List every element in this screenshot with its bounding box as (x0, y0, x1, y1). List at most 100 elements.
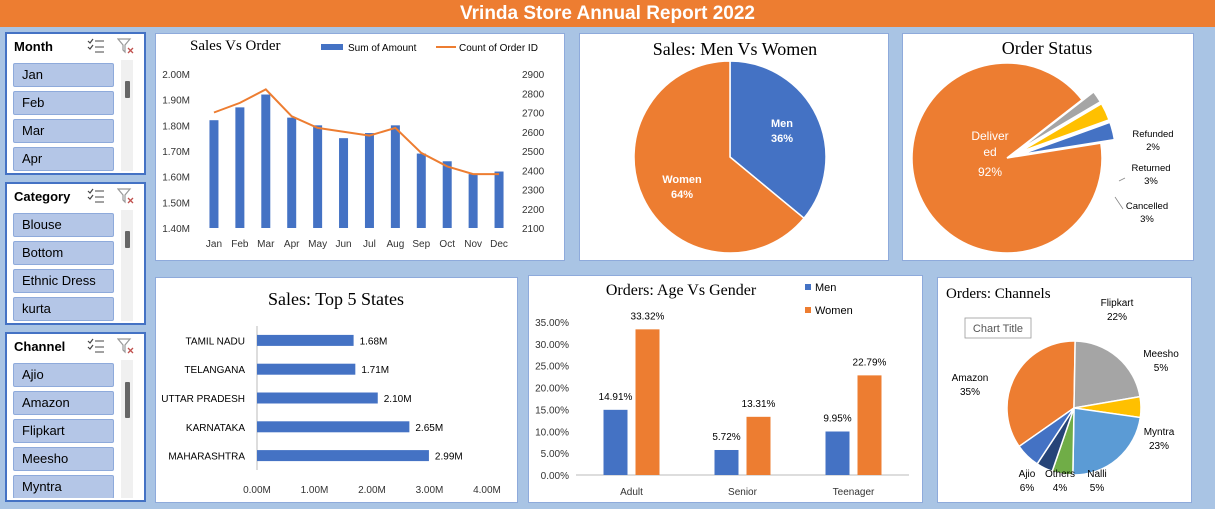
bar-amount-mar (261, 94, 271, 229)
y-left-tick-label: 1.40M (162, 224, 190, 235)
line-order-count (213, 88, 500, 176)
slice-name-label: Men (771, 118, 793, 130)
slice-value-label: 35% (960, 387, 980, 398)
y-left-tick-label: 1.70M (162, 147, 190, 158)
y-left-tick-label: 1.90M (162, 96, 190, 107)
pie-slice-delivered (911, 62, 1103, 254)
data-label: 1.68M (360, 336, 388, 347)
x-tick-label: Mar (257, 239, 275, 250)
y-right-tick-label: 2400 (522, 166, 545, 177)
chart-title: Sales: Men Vs Women (653, 39, 817, 59)
slicer-scrollbar-track[interactable] (121, 210, 133, 321)
slicer-item-blouse[interactable]: Blouse (13, 213, 114, 237)
legend-label-amount: Sum of Amount (348, 43, 417, 54)
slicer-item-list: Jan Feb Mar Apr (7, 60, 144, 171)
data-label: 1.71M (361, 365, 389, 376)
slicer-item-ethnic-dress[interactable]: Ethnic Dress (13, 269, 114, 293)
x-tick-label: Aug (386, 239, 404, 250)
y-tick-label: 5.00% (541, 449, 569, 460)
slicer-header: Category (7, 184, 144, 210)
age-vs-gender-chart: Orders: Age Vs Gender Men Women 0.00% 5.00% 1… (535, 282, 909, 498)
slicer-item-myntra[interactable]: Myntra (13, 475, 114, 498)
chart-title: Order Status (1002, 38, 1092, 58)
x-tick-label: 1.00M (301, 485, 329, 496)
pie-slice-ajio (1018, 407, 1075, 465)
clear-filter-icon[interactable] (117, 38, 135, 54)
legend-swatch-women (805, 307, 811, 313)
slice-name-label: Ajio (1019, 469, 1036, 480)
chart-title: Orders: Channels (946, 286, 1051, 302)
slicer-item-ajio[interactable]: Ajio (13, 363, 114, 387)
y-tick-label: 30.00% (535, 340, 569, 351)
slice-value-label: 23% (1149, 441, 1169, 452)
chart-title: Sales Vs Order (190, 38, 281, 54)
slicer-item-apr[interactable]: Apr (13, 147, 114, 171)
channels-chart: Orders: Channels Amazon 35% Flipkart 22% Mees… (946, 286, 1179, 494)
bar-women-adult (635, 329, 660, 475)
y-tick-label: 35.00% (535, 318, 569, 329)
bar-amount-jul (364, 133, 374, 228)
slice-value-label: 3% (1140, 214, 1154, 225)
order-status-panel[interactable]: Order Status Deliver ed 92% Refunded 2% Return… (902, 33, 1194, 261)
month-slicer[interactable]: Month Jan Feb Mar Apr (5, 32, 146, 175)
bar-amount-dec (494, 171, 504, 228)
slicer-item-feb[interactable]: Feb (13, 91, 114, 115)
slicer-item-mar[interactable]: Mar (13, 119, 114, 143)
clear-filter-icon[interactable] (117, 188, 135, 204)
multi-select-icon[interactable] (87, 188, 105, 204)
slicer-item-kurta[interactable]: kurta (13, 297, 114, 321)
bar-amount-sep (416, 153, 426, 228)
x-tick-label: May (308, 239, 327, 250)
slice-name-label: Returned (1131, 163, 1170, 174)
clear-filter-icon[interactable] (117, 338, 135, 354)
slice-value-label: 3% (1144, 176, 1158, 187)
slicer-item-jan[interactable]: Jan (13, 63, 114, 87)
slicer-scrollbar-thumb[interactable] (125, 231, 130, 248)
x-tick-label: 3.00M (416, 485, 444, 496)
slicer-item-bottom[interactable]: Bottom (13, 241, 114, 265)
category-label: MAHARASHTRA (168, 452, 245, 463)
slice-value-label: 92% (978, 165, 1002, 179)
x-tick-label: Dec (490, 239, 508, 250)
slicer-item-list: Blouse Bottom Ethnic Dress kurta (7, 210, 144, 321)
slicer-scrollbar-track[interactable] (121, 360, 133, 498)
bar-maharashtra (257, 450, 429, 462)
pie-slice-myntra (1072, 407, 1142, 476)
slicer-scrollbar-thumb[interactable] (125, 382, 130, 418)
bar-tamil-nadu (257, 334, 354, 346)
y-right-tick-label: 2600 (522, 128, 545, 139)
x-tick-label: Jul (363, 239, 376, 250)
slicer-item-meesho[interactable]: Meesho (13, 447, 114, 471)
bar-women-senior (746, 416, 771, 475)
x-tick-label: Jun (335, 239, 351, 250)
data-label: 22.79% (853, 357, 887, 368)
multi-select-icon[interactable] (87, 338, 105, 354)
age-vs-gender-panel[interactable]: Orders: Age Vs Gender Men Women 0.00% 5.00% 1… (528, 275, 923, 503)
slicer-header: Month (7, 34, 144, 60)
men-vs-women-panel[interactable]: Sales: Men Vs Women Men 36% Women 64% (579, 33, 889, 261)
slicer-item-flipkart[interactable]: Flipkart (13, 419, 114, 443)
legend-swatch-men (805, 284, 811, 290)
chart-title-tooltip (964, 317, 1032, 339)
slice-value-label: 6% (1020, 483, 1035, 494)
chart-title-tooltip-text: Chart Title (973, 323, 1023, 335)
category-label: KARNATAKA (186, 423, 245, 434)
y-tick-label: 15.00% (535, 405, 569, 416)
slice-value-label: 4% (1053, 483, 1068, 494)
slice-value-label: 5% (1090, 483, 1105, 494)
slice-value-label: 64% (671, 189, 693, 201)
top5-states-panel[interactable]: Sales: Top 5 States TAMIL NADU 1.68M TELANG… (155, 277, 518, 503)
slicer-scrollbar-thumb[interactable] (125, 81, 130, 98)
men-vs-women-chart: Sales: Men Vs Women Men 36% Women 64% (633, 39, 827, 254)
multi-select-icon[interactable] (87, 38, 105, 54)
channels-panel[interactable]: Orders: Channels Amazon 35% Flipkart 22% Mees… (937, 277, 1192, 503)
slicer-scrollbar-track[interactable] (121, 60, 133, 171)
sales-vs-order-panel[interactable]: Sales Vs Order Sum of Amount Count of Orde… (155, 33, 565, 261)
slice-name-label: Flipkart (1101, 298, 1134, 309)
category-label: TELANGANA (184, 365, 245, 376)
channel-slicer[interactable]: Channel Ajio Amazon Flipkart Meesho Myntra (5, 332, 146, 502)
category-slicer[interactable]: Category Blouse Bottom Ethnic Dress kurta (5, 182, 146, 325)
slicer-item-amazon[interactable]: Amazon (13, 391, 114, 415)
x-tick-label: 0.00M (243, 485, 271, 496)
y-right-tick-label: 2700 (522, 109, 545, 120)
